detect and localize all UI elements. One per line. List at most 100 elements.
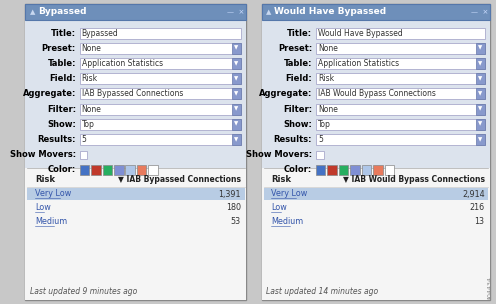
Bar [316,103,485,115]
Text: Show:: Show: [47,120,76,129]
Text: 53: 53 [231,217,241,226]
Text: —  ×: — × [471,9,489,15]
Bar [476,58,485,69]
Bar [137,165,146,175]
Text: Would Have Bypassed: Would Have Bypassed [274,8,386,16]
Bar [476,119,485,130]
Text: ▼: ▼ [234,76,239,81]
Bar [476,134,485,145]
Bar [316,150,323,159]
Text: None: None [82,44,102,53]
Bar [316,27,485,39]
Text: IAB Would Bypass Connections: IAB Would Bypass Connections [318,89,435,98]
Bar [316,165,325,175]
Bar [339,165,348,175]
Bar [80,43,241,54]
Bar [103,165,112,175]
Text: Top: Top [82,120,94,129]
Text: Risk: Risk [271,175,291,185]
Text: IAB Bypassed Connections: IAB Bypassed Connections [82,89,183,98]
Text: ▼: ▼ [234,46,239,51]
Text: Low: Low [271,203,287,212]
Text: Field:: Field: [285,74,312,83]
Bar [262,4,490,300]
Text: Last updated 14 minutes ago: Last updated 14 minutes ago [266,288,378,296]
Bar [25,168,247,300]
Bar [25,4,247,300]
Bar [316,88,485,99]
Bar [27,188,245,200]
Bar [80,58,241,69]
Text: Bypassed: Bypassed [82,29,119,37]
Bar [362,165,371,175]
Text: Very Low: Very Low [35,189,71,199]
Bar [476,43,485,54]
Text: Application Statistics: Application Statistics [82,59,163,68]
Text: Results:: Results: [37,135,76,144]
Bar [232,43,241,54]
Text: None: None [318,44,338,53]
Bar [80,119,241,130]
Text: ▲: ▲ [266,9,272,15]
Text: Risk: Risk [82,74,98,83]
Bar [476,73,485,84]
Text: Medium: Medium [35,217,67,226]
Bar [80,103,241,115]
Text: None: None [82,105,102,113]
Text: Color:: Color: [284,165,312,174]
Text: ▼: ▼ [478,91,483,96]
Text: ▼: ▼ [478,76,483,81]
Text: Would Have Bypassed: Would Have Bypassed [318,29,403,37]
Text: ▼: ▼ [478,61,483,66]
Bar [263,188,489,200]
Text: Aggregate:: Aggregate: [22,89,76,98]
Bar [384,165,394,175]
Bar [476,88,485,99]
Text: 5: 5 [82,135,86,144]
Text: 216: 216 [469,203,485,212]
Bar [25,20,247,168]
Text: 1,391: 1,391 [218,189,241,199]
Bar [350,165,360,175]
Text: —  ×: — × [227,9,245,15]
Text: Risk: Risk [318,74,334,83]
Text: None: None [318,105,338,113]
Text: Filter:: Filter: [283,105,312,113]
Bar [80,88,241,99]
Text: Aggregate:: Aggregate: [259,89,312,98]
Text: Last updated 9 minutes ago: Last updated 9 minutes ago [30,288,137,296]
Text: 404434: 404434 [488,276,493,300]
Text: Field:: Field: [49,74,76,83]
Bar [91,165,101,175]
Text: Show Movers:: Show Movers: [10,150,76,159]
Text: ▼: ▼ [478,122,483,127]
Text: Low: Low [35,203,51,212]
Text: ▼: ▼ [478,46,483,51]
Text: ▼: ▼ [234,122,239,127]
Text: ▼: ▼ [234,106,239,112]
Text: Medium: Medium [271,217,304,226]
Bar [316,43,485,54]
Text: Table:: Table: [48,59,76,68]
Text: Color:: Color: [48,165,76,174]
Text: ▼: ▼ [234,61,239,66]
Bar [232,58,241,69]
Bar [80,150,87,159]
Text: Preset:: Preset: [42,44,76,53]
Text: Preset:: Preset: [278,44,312,53]
Text: Bypassed: Bypassed [38,8,86,16]
Text: Show Movers:: Show Movers: [246,150,312,159]
Bar [316,134,485,145]
Bar [232,88,241,99]
Text: Title:: Title: [287,29,312,37]
Text: 180: 180 [226,203,241,212]
Text: Application Statistics: Application Statistics [318,59,399,68]
Bar [80,165,89,175]
Text: Very Low: Very Low [271,189,308,199]
Text: ▼: ▼ [478,106,483,112]
Bar [262,168,490,300]
Bar [114,165,124,175]
Bar [232,134,241,145]
Text: 5: 5 [318,135,323,144]
Text: 2,914: 2,914 [462,189,485,199]
